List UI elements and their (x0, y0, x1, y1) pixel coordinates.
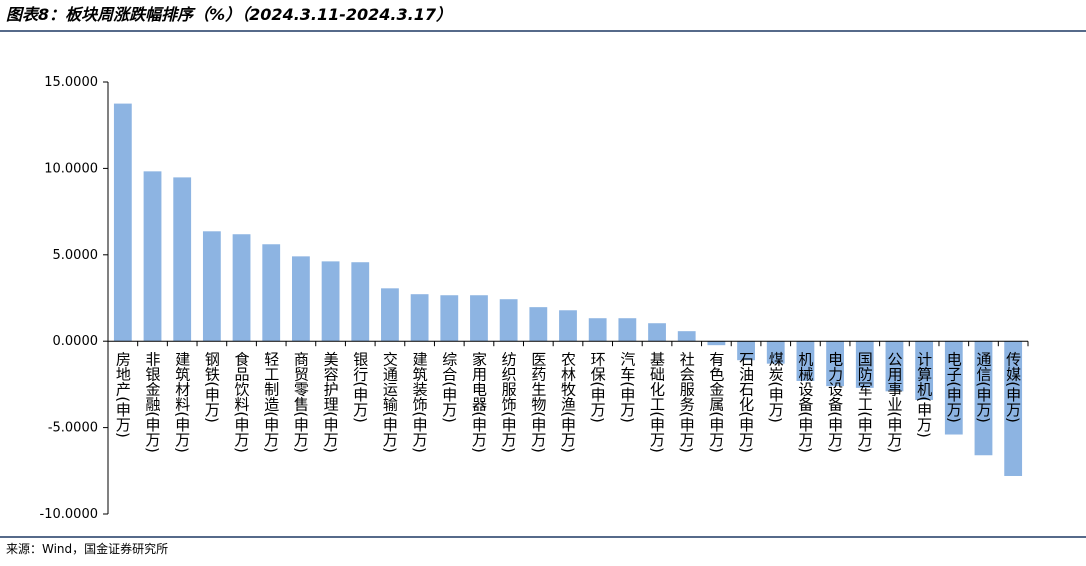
x-tick-label: 非银金融(申万) (144, 351, 162, 453)
x-tick-label: 汽车(申万) (618, 351, 636, 423)
source: 来源：Wind，国金证券研究所 (6, 541, 168, 556)
x-tick-label: 传媒(申万) (1004, 351, 1022, 423)
x-tick-label: 社会服务(申万) (678, 351, 696, 453)
x-tick-label: 纺织服饰(申万) (500, 351, 518, 453)
bar (113, 103, 132, 342)
x-tick-label: 电力设备(申万) (826, 351, 844, 453)
x-tick-label: 医药生物(申万) (529, 351, 547, 453)
x-tick-label: 银行(申万) (351, 351, 369, 423)
bar (232, 234, 251, 342)
bar (143, 171, 162, 342)
x-tick-label: 房地产(申万) (114, 351, 132, 438)
bar (499, 299, 518, 342)
x-tick-label: 食品饮料(申万) (233, 351, 251, 453)
x-tick-label: 商贸零售(申万) (292, 351, 310, 453)
y-tick-label: 5.0000 (53, 248, 99, 263)
bar (885, 341, 904, 392)
x-tick-label: 农林牧渔(申万) (559, 351, 577, 453)
x-tick-label: 计算机(申万) (915, 351, 933, 438)
x-tick-label: 轻工制造(申万) (262, 351, 280, 453)
y-tick-label: 10.0000 (44, 161, 98, 176)
y-tick-label: -10.0000 (40, 507, 98, 522)
bar (262, 244, 281, 342)
y-tick-label: 15.0000 (44, 75, 98, 90)
bar (707, 341, 726, 346)
x-tick-label: 环保(申万) (589, 351, 607, 423)
y-tick-label: 0.0000 (53, 334, 99, 349)
x-tick-label: 综合(申万) (440, 351, 458, 423)
bar (618, 318, 637, 342)
x-tick-label: 机械设备(申万) (796, 351, 814, 453)
bar (826, 341, 844, 387)
bar (796, 341, 815, 381)
bar (648, 323, 666, 342)
bar (440, 295, 459, 342)
bar (381, 288, 399, 342)
x-tick-label: 国防军工(申万) (856, 351, 874, 453)
y-tick-label: -5.0000 (48, 421, 98, 436)
x-tick-label: 钢铁(申万) (203, 351, 221, 423)
bar (915, 341, 934, 400)
bar (202, 231, 221, 342)
x-tick-label: 建筑材料(申万) (173, 351, 191, 453)
x-tick-label: 建筑装饰(申万) (411, 351, 429, 453)
bar (321, 261, 340, 342)
bar (173, 177, 192, 342)
bar (944, 341, 963, 435)
x-tick-label: 石油石化(申万) (737, 351, 755, 453)
x-tick-label: 公用事业(申万) (885, 351, 903, 453)
x-tick-label: 家用电器(申万) (470, 351, 488, 453)
x-tick-label: 交通运输(申万) (381, 350, 399, 453)
bar (529, 307, 548, 342)
bar (737, 341, 755, 361)
bar (559, 310, 577, 342)
bar (766, 341, 785, 364)
x-tick-label: 基础化工(申万) (648, 351, 666, 453)
bar (855, 341, 874, 388)
chart-title: 图表8：板块周涨跌幅排序（%）（2024.3.11-2024.3.17） (6, 5, 452, 24)
x-tick-label: 电子(申万) (945, 351, 963, 423)
x-tick-label: 通信(申万) (974, 351, 992, 423)
bar (470, 295, 488, 342)
x-tick-label: 煤炭(申万) (767, 351, 785, 423)
bar (292, 256, 310, 342)
bar (974, 341, 993, 456)
x-tick-label: 有色金属(申万) (707, 351, 725, 453)
bar (1004, 341, 1023, 476)
x-tick-label: 美容护理(申万) (322, 351, 340, 453)
bar (588, 318, 607, 342)
bar (677, 331, 696, 342)
bar (351, 262, 370, 342)
bar (410, 294, 429, 342)
